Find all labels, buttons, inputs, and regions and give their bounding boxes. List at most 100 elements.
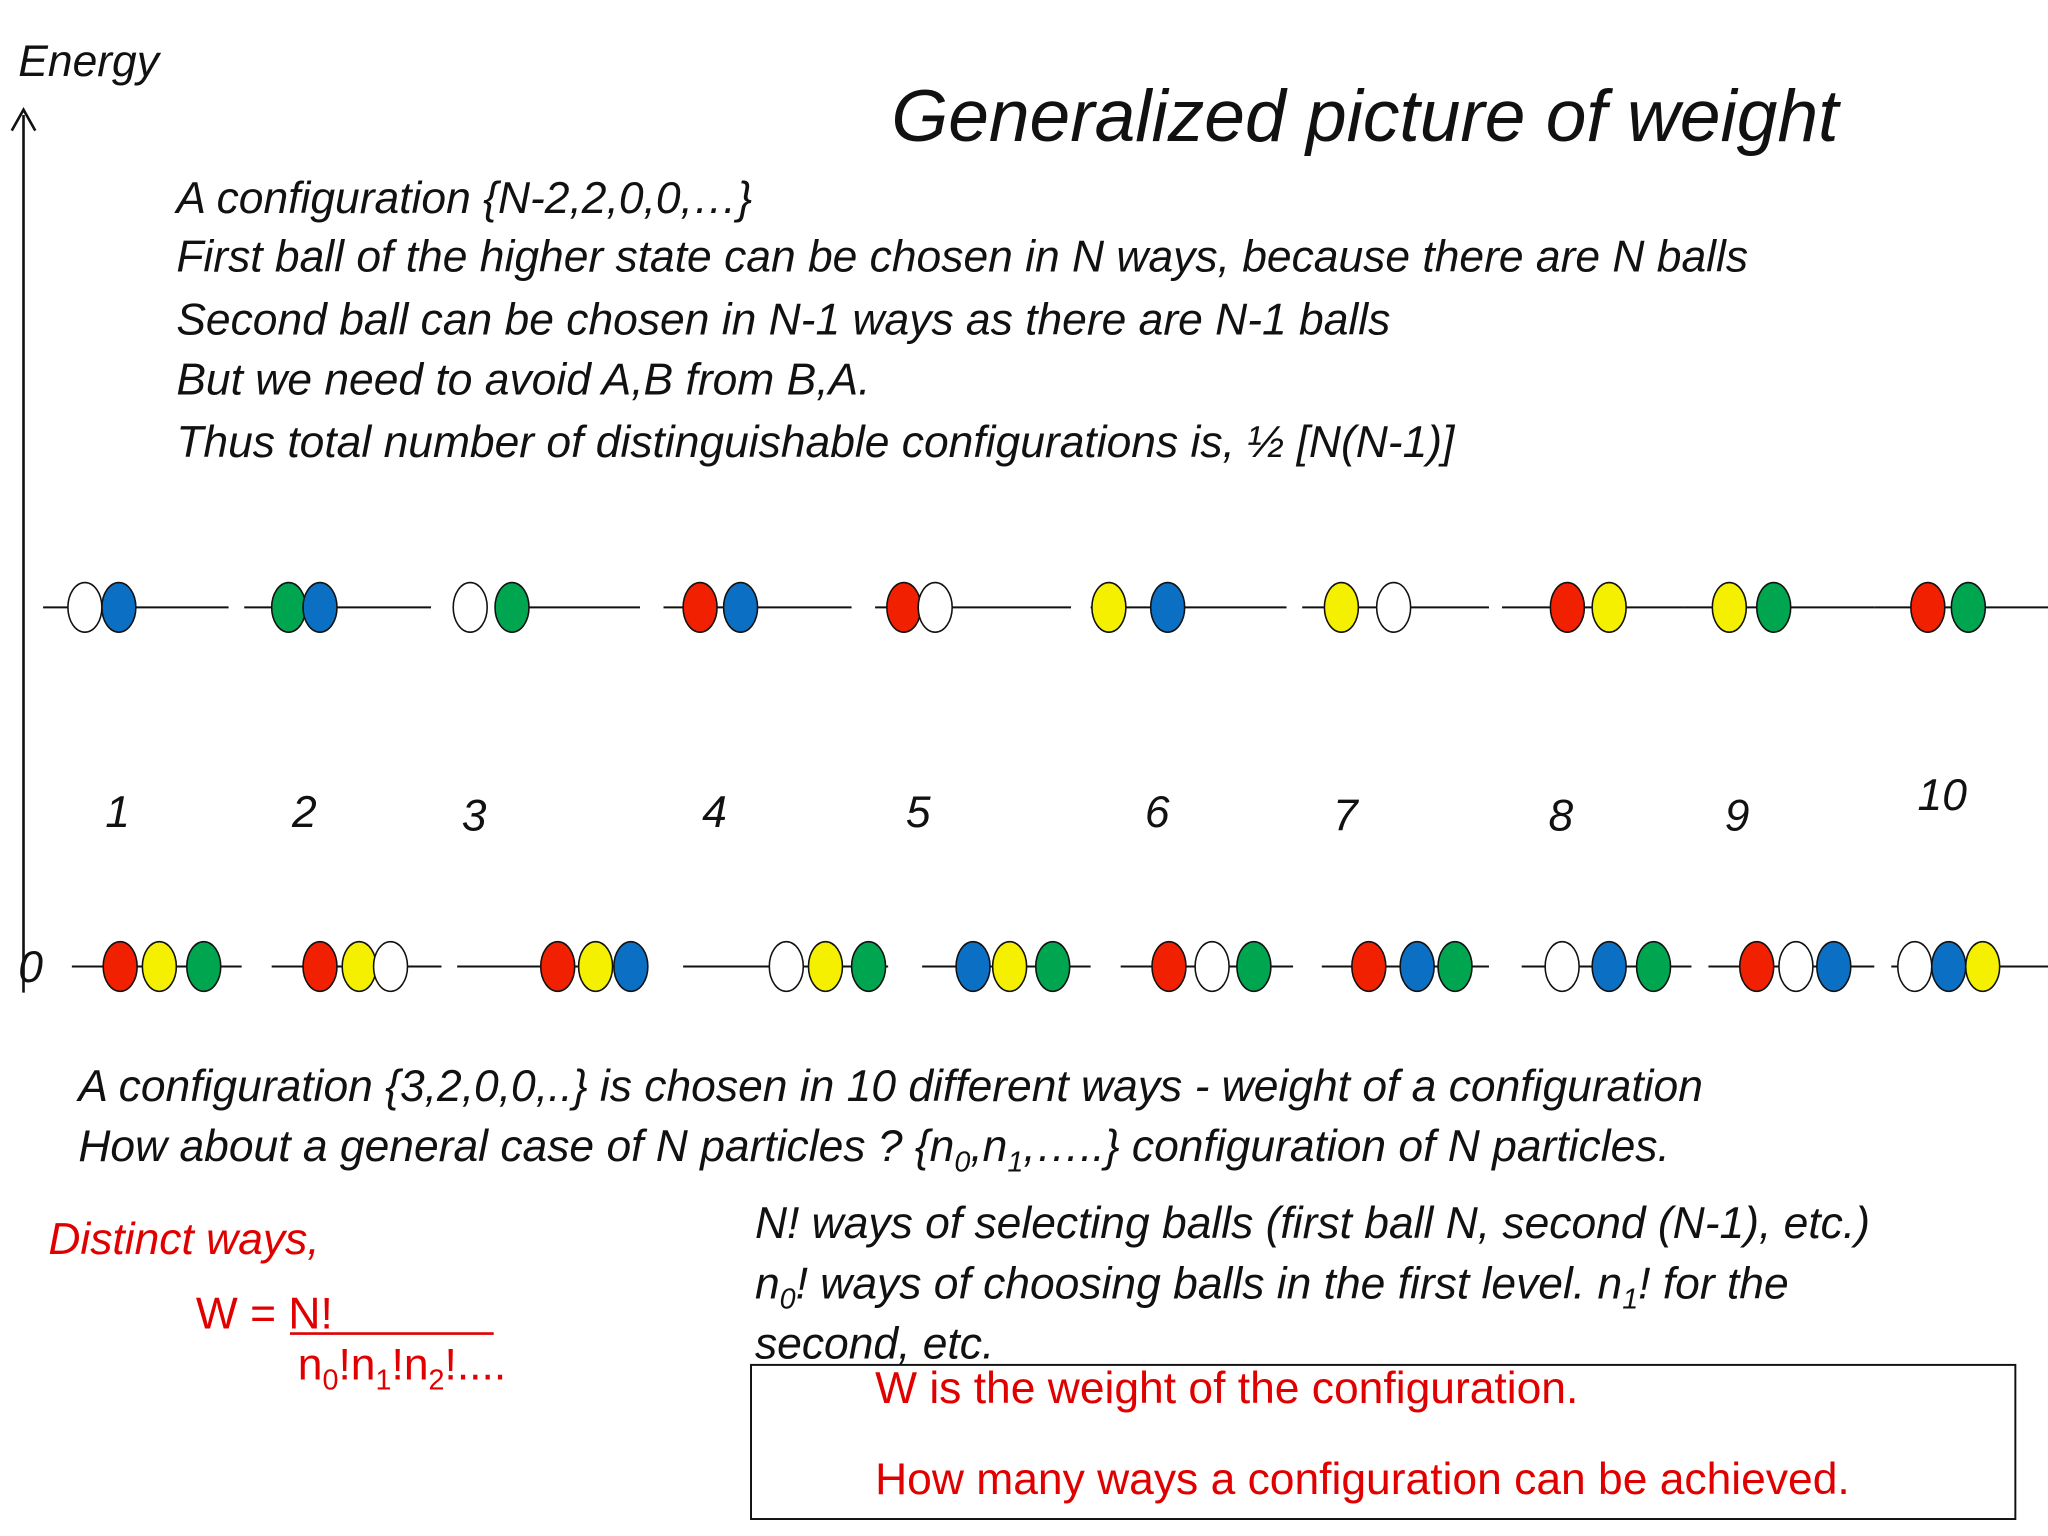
configuration-number: 1 xyxy=(105,788,130,837)
formula-denominator: n0!n1!n2!.... xyxy=(298,1340,506,1396)
ball xyxy=(1755,581,1792,633)
ball xyxy=(1738,940,1775,993)
text: n xyxy=(755,1259,780,1308)
ball xyxy=(613,940,649,993)
text: ,n xyxy=(970,1122,1007,1171)
formula-numerator: N! xyxy=(288,1289,332,1338)
ball xyxy=(991,940,1028,993)
subscript: 0 xyxy=(954,1147,970,1179)
formula-caption: Distinct ways, xyxy=(48,1215,319,1264)
ball xyxy=(917,581,953,633)
note-line: How many ways a configuration can be ach… xyxy=(875,1455,1850,1504)
ball xyxy=(372,940,409,993)
text: n xyxy=(298,1340,323,1389)
levels: 1 2 3 4 5 6 7 8 9 10 xyxy=(43,581,2048,993)
ball xyxy=(1910,581,1946,633)
ball xyxy=(1375,581,1412,633)
intro-line: But we need to avoid A,B from B,A. xyxy=(176,355,870,404)
text: How about a general case of N particles … xyxy=(78,1122,954,1171)
axis-arrow xyxy=(10,107,37,132)
ball xyxy=(577,940,614,993)
intro-line: Second ball can be chosen in N-1 ways as… xyxy=(176,295,1390,344)
ball xyxy=(1897,940,1933,993)
configuration-number: 6 xyxy=(1145,788,1170,837)
ball xyxy=(302,581,338,633)
ball xyxy=(270,581,307,633)
formula-lhs: W = xyxy=(196,1289,289,1338)
ball xyxy=(722,581,759,633)
ball xyxy=(1816,940,1852,993)
subscript: 2 xyxy=(429,1365,445,1397)
ball xyxy=(768,940,805,993)
note-box xyxy=(750,1363,2017,1520)
text: ,…..} configuration of N particles. xyxy=(1023,1122,1669,1171)
text: !n xyxy=(338,1340,375,1389)
ball xyxy=(1964,940,2001,993)
ball xyxy=(850,940,887,993)
intro-line: Thus total number of distinguishable con… xyxy=(176,418,1456,467)
ball xyxy=(494,581,530,633)
ball xyxy=(1635,940,1672,993)
ball xyxy=(67,581,103,633)
text: !.... xyxy=(445,1340,507,1389)
text: ! ways of choosing balls in the first le… xyxy=(796,1259,1623,1308)
ball xyxy=(1236,940,1272,993)
configuration-number: 4 xyxy=(702,788,727,837)
configuration-number: 5 xyxy=(906,788,931,837)
ball xyxy=(1149,581,1186,633)
subscript: 0 xyxy=(322,1365,338,1397)
intro-text: A configuration {N-2,2,0,0,…} First ball … xyxy=(173,174,1748,467)
subscript: 1 xyxy=(1007,1147,1023,1179)
ball xyxy=(302,940,338,993)
subscript: 1 xyxy=(376,1365,392,1397)
ball xyxy=(955,940,991,993)
explanation-line: second, etc. xyxy=(755,1319,994,1368)
ball xyxy=(807,940,844,993)
subscript: 0 xyxy=(780,1284,796,1316)
ball xyxy=(102,940,138,993)
ball xyxy=(1950,581,1987,633)
summary-line: A configuration {3,2,0,0,..} is chosen i… xyxy=(75,1062,1703,1111)
subscript: 1 xyxy=(1622,1284,1638,1316)
note-line: W is the weight of the configuration. xyxy=(875,1364,1578,1413)
ball xyxy=(141,940,178,993)
formula-top: W = N! xyxy=(196,1289,333,1338)
ball xyxy=(886,581,922,633)
zero-label: 0 xyxy=(18,943,43,992)
ball xyxy=(1437,940,1473,993)
ball xyxy=(682,581,718,633)
ball xyxy=(1323,581,1360,633)
ball xyxy=(539,940,576,993)
ball xyxy=(185,940,222,993)
configuration-number: 8 xyxy=(1548,792,1573,841)
ball xyxy=(1399,940,1435,993)
configuration-number: 2 xyxy=(291,788,317,837)
intro-line: A configuration {N-2,2,0,0,…} xyxy=(173,174,752,223)
explanation-line: N! ways of selecting balls (first ball N… xyxy=(755,1199,1870,1248)
axis-label: Energy xyxy=(18,37,161,86)
ball xyxy=(101,581,137,633)
ball xyxy=(1544,940,1580,993)
ball xyxy=(1091,581,1127,633)
intro-line: First ball of the higher state can be ch… xyxy=(176,233,1748,282)
ball xyxy=(1711,581,1748,633)
ball xyxy=(341,940,377,993)
ball xyxy=(1151,940,1187,993)
configuration-number: 3 xyxy=(462,792,487,841)
ball xyxy=(1778,940,1814,993)
title: Generalized picture of weight xyxy=(891,76,1841,157)
explanation-line: n0! ways of choosing balls in the first … xyxy=(755,1259,1789,1315)
ball xyxy=(452,581,488,633)
ball xyxy=(1591,581,1627,633)
ball xyxy=(1930,940,1967,993)
configuration-number: 10 xyxy=(1918,771,1968,820)
summary-line: How about a general case of N particles … xyxy=(78,1122,1669,1178)
ball xyxy=(1591,940,1627,993)
ball xyxy=(1351,940,1387,993)
ball xyxy=(1194,940,1230,993)
configuration-number: 9 xyxy=(1725,792,1750,841)
configuration-number: 7 xyxy=(1333,792,1360,841)
text: !n xyxy=(391,1340,428,1389)
